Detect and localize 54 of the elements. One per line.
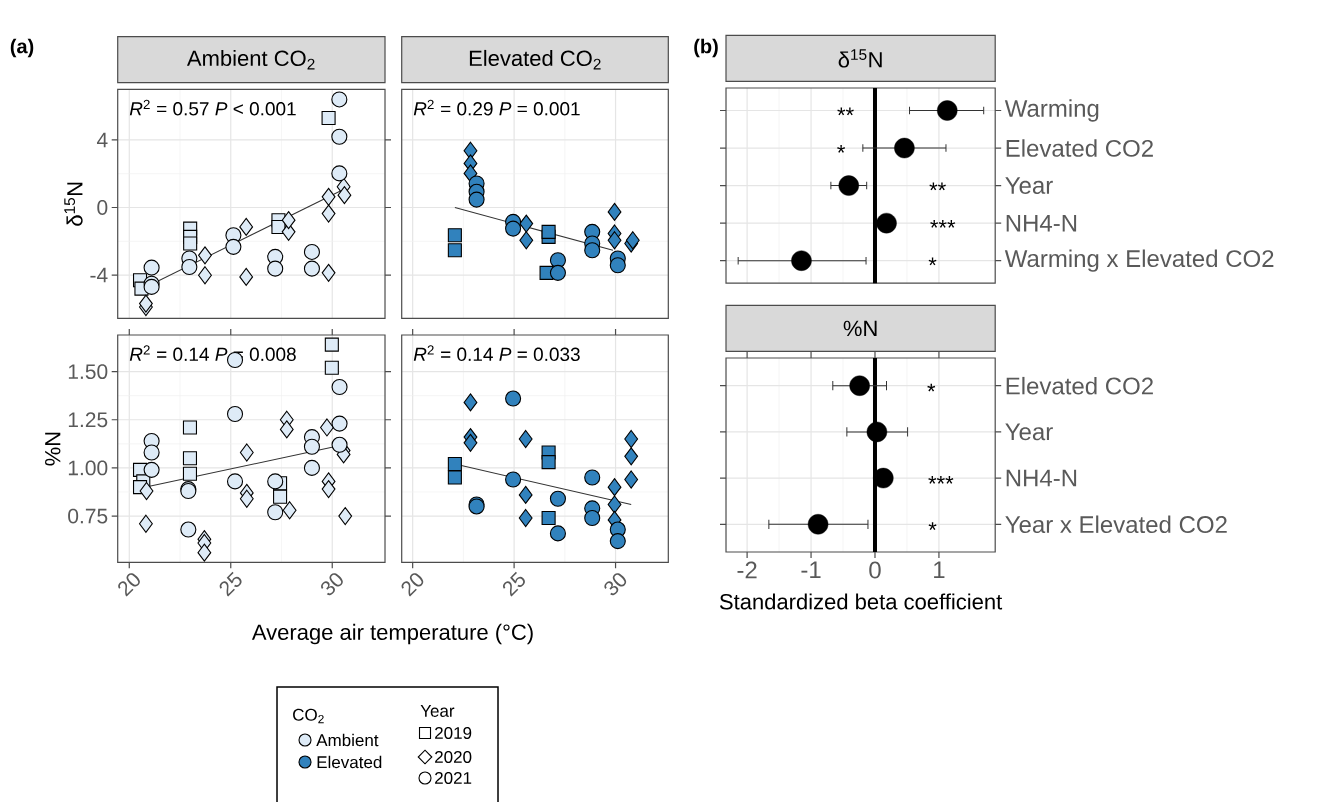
x-tick-label: 20: [118, 573, 140, 597]
y-tick-label: Year x Elevated CO2: [1005, 515, 1227, 534]
chart-title: Elevated CO$_{2}$: [469, 49, 601, 70]
annotation: **: [837, 107, 854, 116]
x-tick-label: -1: [801, 561, 821, 579]
x-tick-label: 30: [604, 573, 627, 596]
annotation: R$^{2}$ = 0.57 P < 0.001: [129, 99, 296, 116]
x-axis-title: Standardized beta coefficient: [719, 593, 1003, 610]
y-tick-label: 1.25: [68, 412, 108, 428]
chart-title: δ$^{15}$N: [838, 49, 882, 68]
text: Year: [420, 705, 455, 717]
text: Elevated: [317, 755, 382, 769]
text: 2019: [435, 726, 472, 740]
annotation: R$^{2}$ = 0.14 P = 0.033: [413, 345, 580, 362]
y-axis-title: δ$^{15}$N: [64, 182, 83, 226]
x-tick-label: 0: [869, 561, 881, 579]
y-tick-label: 1.50: [68, 364, 108, 380]
y-tick-label: Elevated CO2: [1006, 139, 1153, 157]
text: (b): [694, 38, 718, 58]
text: Ambient: [316, 733, 379, 747]
y-tick-label: 4: [96, 132, 108, 148]
annotation: ***: [930, 220, 956, 228]
y-tick-label: Year: [1005, 423, 1053, 441]
y-tick-label: Warming: [1004, 99, 1099, 122]
x-tick-label: 1: [934, 561, 945, 579]
text: CO$_{2}$: [293, 708, 324, 724]
x-tick-label: 20: [401, 573, 424, 597]
text: (a): [10, 38, 34, 58]
annotation: *: [928, 257, 937, 266]
text: 2021: [435, 771, 472, 785]
x-tick-label: 25: [219, 571, 242, 597]
y-tick-label: -4: [90, 267, 108, 283]
annotation: *: [928, 522, 937, 530]
annotation: *: [837, 145, 846, 153]
annotation: *: [927, 383, 936, 392]
y-tick-label: Elevated CO2: [1006, 376, 1153, 395]
y-tick-label: 0: [97, 200, 108, 215]
x-tick-label: -2: [737, 561, 757, 579]
y-tick-label: NH4-N: [1006, 469, 1077, 487]
y-tick-label: 1.00: [68, 460, 108, 476]
y-tick-label: NH4-N: [1006, 214, 1077, 232]
annotation: **: [929, 182, 946, 191]
y-tick-label: Warming x Elevated CO2: [1004, 249, 1274, 272]
x-tick-label: 25: [502, 571, 525, 597]
chart-title: %N: [843, 320, 877, 337]
y-tick-label: 0.75: [68, 508, 108, 524]
y-axis-title: %N: [45, 432, 61, 466]
annotation: R$^{2}$ = 0.29 P = 0.001: [413, 99, 580, 116]
annotation: ***: [928, 476, 954, 484]
chart-title: Ambient CO$_{2}$: [186, 49, 315, 70]
x-axis-title: Average air temperature (°C): [251, 623, 533, 645]
y-tick-label: Year: [1005, 177, 1053, 194]
text: 2020: [435, 750, 472, 764]
x-tick-label: 30: [321, 573, 343, 596]
